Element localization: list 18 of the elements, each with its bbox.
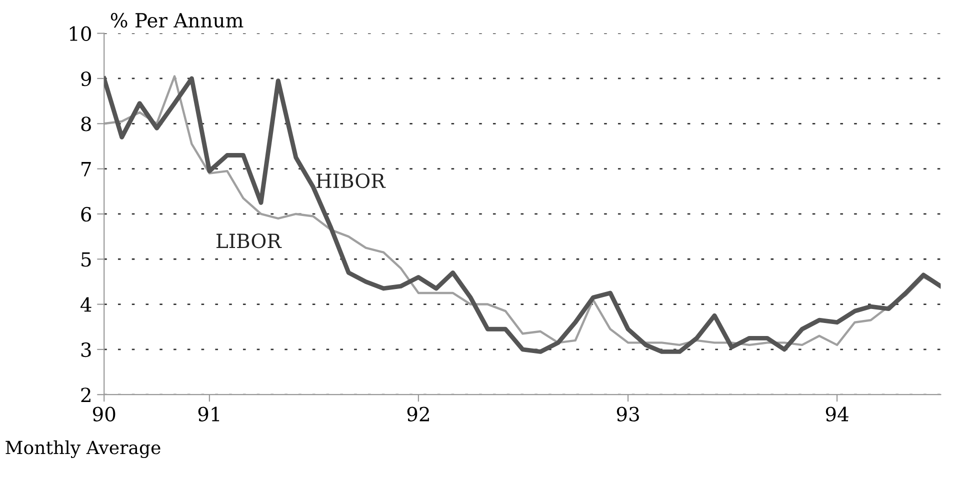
y-tick-label: 9 — [81, 71, 91, 86]
y-axis-title: % Per Annum — [110, 12, 244, 28]
x-tick-label: 90 — [92, 406, 116, 422]
series-label: LIBOR — [216, 234, 282, 248]
y-tick-label: 4 — [80, 297, 92, 312]
x-tick-label: 93 — [616, 406, 639, 422]
y-tick-label: 6 — [81, 206, 92, 222]
y-tick-label: 5 — [82, 252, 91, 267]
x-tick-label: 94 — [826, 406, 848, 422]
y-tick-label: 7 — [82, 162, 91, 176]
y-tick-label: 8 — [81, 116, 91, 132]
y-tick-label: 3 — [81, 342, 91, 358]
series-label: HIBOR — [316, 173, 386, 188]
y-tick-label: 2 — [81, 388, 90, 402]
x-tick-label: 92 — [407, 406, 429, 422]
x-tick-label: 91 — [198, 406, 220, 422]
text: Monthly Average — [6, 440, 160, 458]
y-tick-label: 10 — [70, 26, 91, 41]
